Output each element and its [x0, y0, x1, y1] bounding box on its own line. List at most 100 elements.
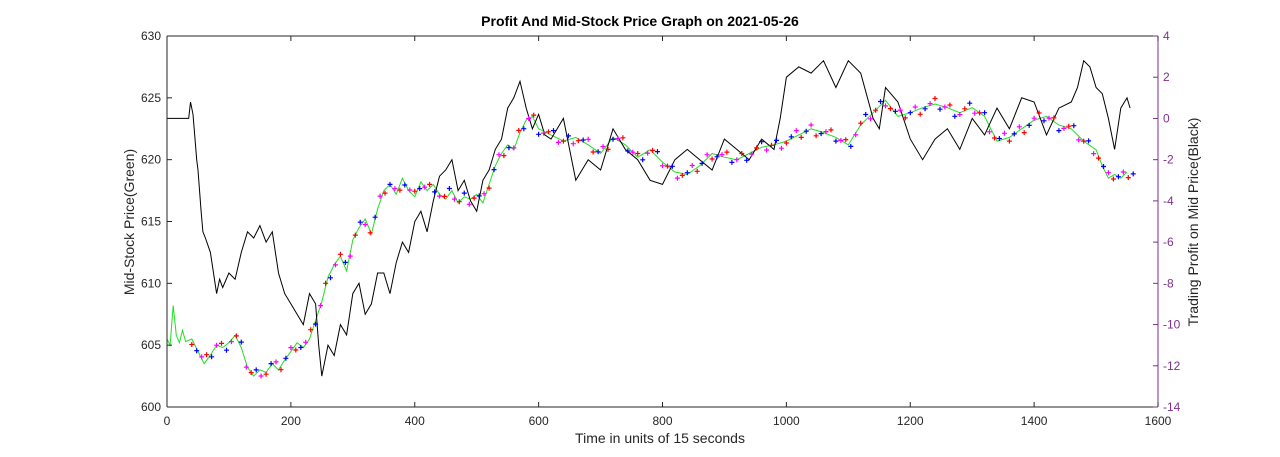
trade-marker [308, 327, 314, 333]
trade-marker [585, 136, 591, 142]
trade-marker [1001, 130, 1007, 136]
x-axis-label: Time in units of 15 seconds [575, 430, 745, 446]
trade-marker [367, 230, 373, 236]
trade-marker [466, 201, 472, 207]
trade-marker [620, 135, 626, 141]
trade-marker [600, 144, 606, 150]
trade-marker [590, 149, 596, 155]
trade-marker [1036, 110, 1042, 116]
trade-marker [209, 354, 215, 360]
trade-marker [580, 137, 586, 143]
trade-marker [541, 130, 547, 136]
trade-marker [506, 145, 512, 151]
trade-marker [674, 175, 680, 181]
trade-marker [873, 107, 879, 113]
trade-marker [615, 136, 621, 141]
trade-marker [833, 138, 839, 144]
trade-marker [798, 134, 804, 140]
trade-marker [476, 193, 482, 199]
trade-marker [848, 143, 854, 149]
trade-marker [565, 133, 571, 139]
trade-marker [605, 146, 611, 152]
y-tick-label-left: 615 [141, 215, 161, 229]
trade-marker [932, 96, 938, 101]
trade-marker [660, 163, 665, 169]
trade-marker [764, 147, 770, 153]
trade-marker [1051, 115, 1057, 121]
trade-marker [402, 182, 408, 188]
trade-marker [972, 110, 978, 116]
marker-layer [189, 96, 1136, 379]
trade-marker [432, 189, 438, 195]
x-tick-label: 1400 [1021, 414, 1048, 428]
trade-marker [719, 152, 725, 158]
y-tick-label-left: 630 [141, 29, 161, 43]
trade-marker [189, 342, 195, 347]
trade-marker [759, 139, 765, 145]
trade-marker [233, 333, 239, 339]
trade-marker [1105, 170, 1111, 176]
trade-marker [248, 370, 254, 376]
trade-marker [253, 367, 259, 373]
trade-marker [491, 167, 497, 173]
trade-marker [992, 135, 997, 141]
trade-marker [1096, 155, 1101, 161]
trade-marker [610, 136, 616, 142]
trade-marker [977, 110, 983, 116]
trade-marker [1115, 174, 1121, 180]
trade-marker [902, 115, 908, 121]
trade-marker [337, 251, 343, 257]
trade-marker [665, 163, 670, 169]
trade-marker [298, 345, 304, 350]
trade-marker [947, 102, 953, 108]
trade-marker [952, 113, 958, 119]
trade-marker [704, 152, 710, 158]
trade-marker [1031, 115, 1037, 121]
trade-marker [699, 160, 705, 166]
trade-marker [887, 106, 893, 112]
trade-marker [863, 112, 869, 117]
trade-marker [595, 149, 601, 155]
trade-marker [655, 149, 660, 155]
trade-marker [357, 219, 363, 225]
trade-marker [481, 191, 487, 197]
trade-marker [709, 156, 715, 162]
trade-marker [362, 222, 368, 228]
trade-marker [288, 345, 294, 351]
trade-marker [788, 134, 794, 140]
x-tick-label: 1000 [773, 414, 800, 428]
axis-layer: 0 200 400 600 800 1000 1200 1400 1600 600 605 610 61… [141, 29, 1181, 428]
trade-marker [323, 280, 329, 286]
trade-marker [570, 141, 576, 147]
profit-series-line [167, 59, 1131, 377]
trade-marker [342, 259, 348, 265]
trade-marker [778, 145, 784, 151]
trade-marker [555, 139, 561, 145]
trade-marker [397, 187, 403, 193]
trade-marker [496, 152, 502, 158]
trade-marker [228, 339, 234, 345]
trade-marker [734, 157, 740, 163]
y-tick-label-right: -10 [1163, 318, 1181, 332]
plot-background [167, 36, 1158, 407]
trade-marker [853, 132, 859, 138]
trade-marker [1125, 175, 1131, 181]
trade-marker [243, 364, 249, 370]
trade-marker [214, 342, 220, 348]
trade-marker [313, 321, 319, 327]
trade-marker [838, 137, 844, 143]
trade-marker [630, 149, 636, 155]
trade-marker [793, 128, 799, 134]
trade-marker [1021, 130, 1027, 136]
x-tick-label: 400 [405, 414, 425, 428]
trade-marker [278, 367, 284, 373]
trade-marker [749, 151, 755, 157]
y-tick-label-left: 605 [141, 338, 161, 352]
trade-marker [724, 149, 730, 155]
y-tick-label-right: 2 [1163, 70, 1170, 84]
trade-marker [516, 127, 522, 133]
trade-marker [669, 163, 675, 169]
trade-marker [783, 140, 789, 146]
trade-marker [526, 116, 532, 122]
